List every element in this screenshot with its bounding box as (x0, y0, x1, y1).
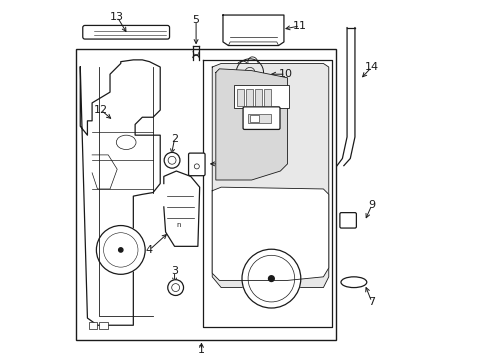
Text: 5: 5 (192, 15, 199, 26)
FancyBboxPatch shape (188, 153, 204, 176)
FancyBboxPatch shape (82, 26, 169, 39)
Bar (247, 114, 271, 123)
Circle shape (268, 276, 274, 282)
Bar (76, 49, 335, 339)
Polygon shape (212, 187, 328, 280)
Ellipse shape (247, 57, 258, 69)
Ellipse shape (253, 67, 265, 77)
Bar (99, 322, 108, 329)
Circle shape (167, 280, 183, 296)
Polygon shape (223, 15, 284, 45)
Bar (255, 89, 261, 107)
Polygon shape (163, 171, 199, 246)
Polygon shape (215, 69, 287, 180)
Polygon shape (203, 60, 332, 327)
Bar (264, 89, 270, 107)
Text: 7: 7 (367, 297, 375, 307)
Bar (246, 89, 252, 107)
Text: 6: 6 (217, 159, 224, 169)
Text: 4: 4 (145, 245, 153, 255)
Circle shape (119, 248, 122, 252)
Bar (237, 89, 244, 107)
Polygon shape (80, 60, 160, 325)
Ellipse shape (236, 73, 247, 84)
Text: 1: 1 (198, 345, 204, 355)
Text: 10: 10 (278, 69, 292, 79)
Ellipse shape (116, 135, 136, 149)
Text: 3: 3 (171, 266, 178, 276)
Bar (250, 116, 259, 122)
Text: n: n (176, 222, 180, 228)
Text: 8: 8 (264, 98, 271, 108)
FancyBboxPatch shape (339, 213, 356, 228)
Text: 9: 9 (367, 200, 375, 210)
Circle shape (236, 59, 263, 86)
Text: 2: 2 (171, 134, 178, 144)
Circle shape (242, 249, 300, 308)
Text: 14: 14 (364, 62, 378, 72)
Polygon shape (212, 63, 328, 288)
Bar (233, 85, 289, 108)
Ellipse shape (236, 61, 247, 72)
Text: 11: 11 (292, 21, 306, 31)
Circle shape (96, 226, 145, 274)
Bar (88, 322, 97, 329)
FancyBboxPatch shape (243, 107, 280, 130)
Circle shape (164, 152, 180, 168)
Ellipse shape (247, 76, 258, 88)
Text: 13: 13 (110, 12, 124, 22)
Ellipse shape (340, 277, 366, 288)
Text: 12: 12 (94, 105, 108, 115)
